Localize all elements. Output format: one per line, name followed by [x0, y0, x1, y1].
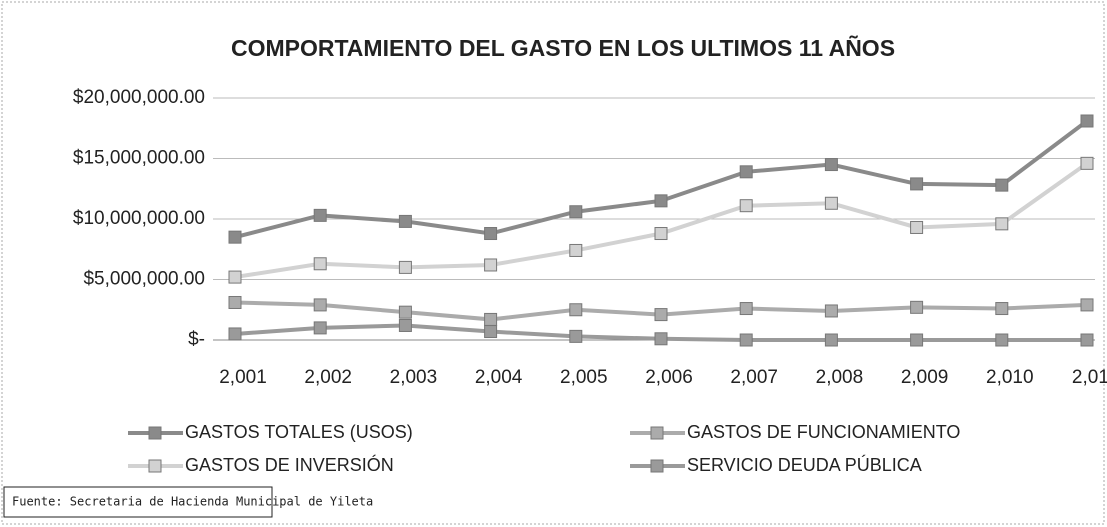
chart-title: COMPORTAMIENTO DEL GASTO EN LOS ULTIMOS …: [231, 34, 895, 61]
point-marker: [824, 304, 838, 318]
point-marker: [484, 325, 498, 339]
point-marker: [739, 165, 753, 179]
point-marker: [228, 327, 242, 341]
x-tick-label: 2,009: [901, 367, 949, 388]
point-marker: [910, 177, 924, 191]
x-tick-label: 2,002: [304, 367, 352, 388]
point-marker: [569, 205, 583, 219]
legend-label: GASTOS DE FUNCIONAMIENTO: [687, 422, 960, 442]
point-marker: [995, 217, 1009, 231]
y-tick-label: $15,000,000.00: [73, 148, 205, 169]
point-marker: [824, 333, 838, 347]
point-marker: [228, 270, 242, 284]
x-tick-label: 2,008: [816, 367, 864, 388]
point-marker: [654, 194, 668, 208]
point-marker: [910, 333, 924, 347]
legend-label: GASTOS DE INVERSIÓN: [185, 454, 394, 475]
point-marker: [398, 214, 412, 228]
point-marker: [654, 308, 668, 322]
point-marker: [654, 332, 668, 346]
x-tick-label: 2,011: [1072, 367, 1107, 388]
x-tick-label: 2,003: [390, 367, 438, 388]
point-marker: [1080, 298, 1094, 312]
x-tick-label: 2,004: [475, 367, 523, 388]
legend-label: SERVICIO DEUDA PÚBLICA: [687, 454, 922, 475]
point-marker: [228, 295, 242, 309]
point-marker: [739, 199, 753, 213]
point-marker: [484, 258, 498, 272]
point-marker: [398, 318, 412, 332]
point-marker: [824, 196, 838, 210]
point-marker: [484, 312, 498, 326]
point-marker: [1080, 156, 1094, 170]
y-tick-label: $20,000,000.00: [73, 87, 205, 108]
y-tick-label: $10,000,000.00: [73, 208, 205, 229]
point-marker: [739, 333, 753, 347]
point-marker: [910, 220, 924, 234]
legend-label: GASTOS TOTALES (USOS): [185, 422, 413, 442]
x-tick-label: 2,007: [730, 367, 778, 388]
x-tick-label: 2,010: [986, 367, 1034, 388]
point-marker: [398, 305, 412, 319]
point-marker: [995, 333, 1009, 347]
point-marker: [484, 227, 498, 241]
point-marker: [654, 227, 668, 241]
point-marker: [995, 178, 1009, 192]
legend-marker: [650, 426, 664, 440]
legend-marker: [148, 426, 162, 440]
point-marker: [228, 230, 242, 244]
point-marker: [1080, 114, 1094, 128]
point-marker: [313, 321, 327, 335]
point-marker: [1080, 333, 1094, 347]
y-tick-label: $5,000,000.00: [83, 269, 205, 290]
point-marker: [569, 303, 583, 317]
legend-marker: [148, 459, 162, 473]
x-tick-label: 2,005: [560, 367, 608, 388]
point-marker: [995, 302, 1009, 316]
point-marker: [313, 298, 327, 312]
point-marker: [313, 257, 327, 271]
y-tick-label: $-: [188, 329, 205, 350]
point-marker: [739, 302, 753, 316]
point-marker: [910, 300, 924, 314]
legend-marker: [650, 459, 664, 473]
source-note: Fuente: Secretaria de Hacienda Municipal…: [12, 495, 373, 509]
x-tick-label: 2,001: [219, 367, 267, 388]
point-marker: [824, 158, 838, 172]
source-box: [3, 486, 273, 518]
point-marker: [313, 208, 327, 222]
x-tick-label: 2,006: [645, 367, 693, 388]
point-marker: [569, 329, 583, 343]
point-marker: [569, 243, 583, 257]
point-marker: [398, 260, 412, 274]
